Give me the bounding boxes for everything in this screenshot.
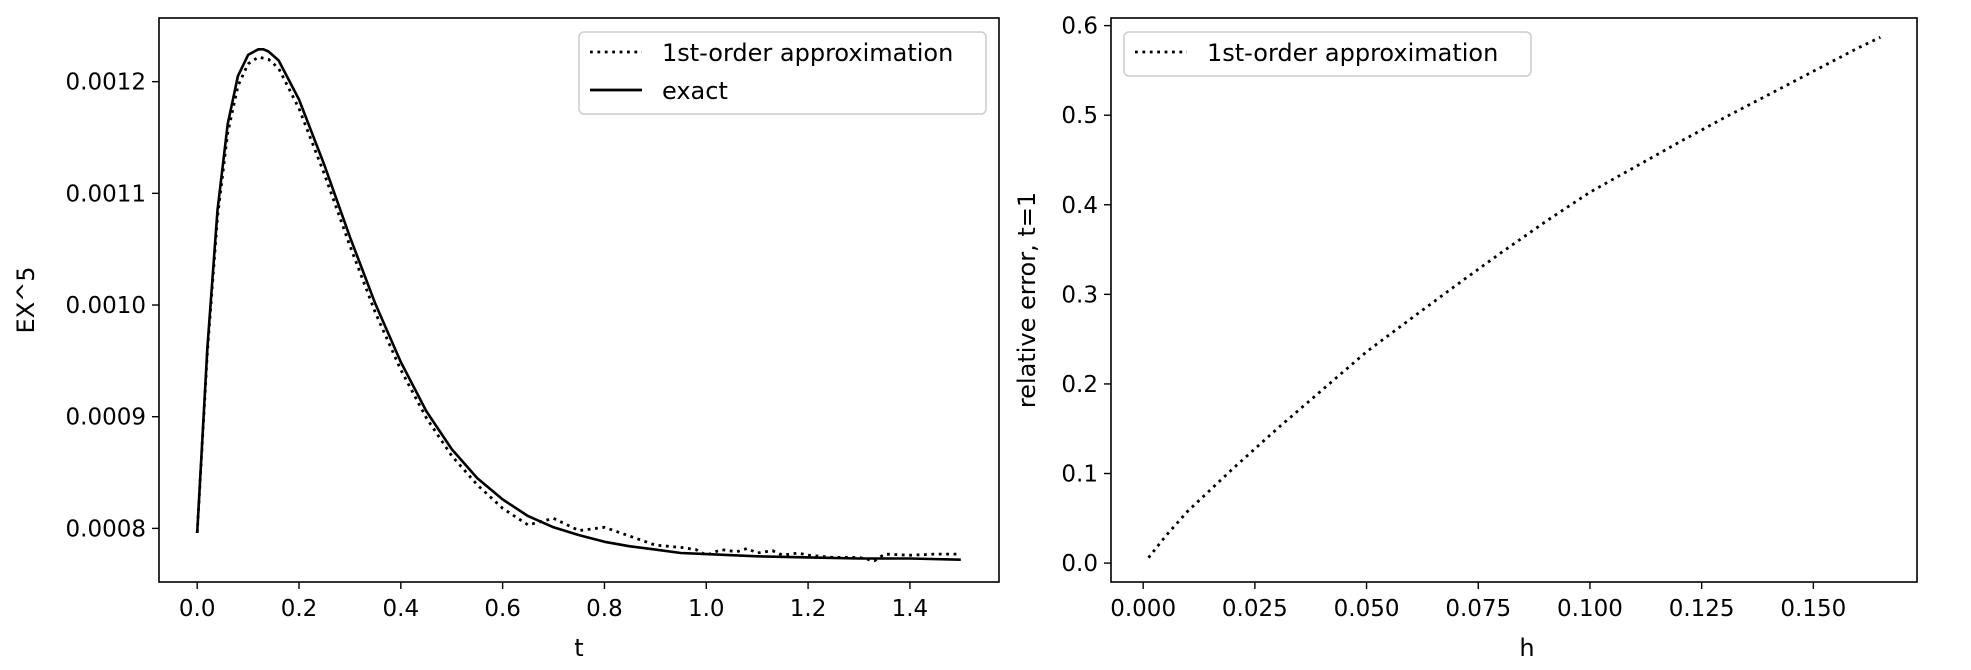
right-y-axis-label: relative error, t=1 [1013,192,1041,408]
y-tick-label: 0.2 [1061,372,1098,398]
y-tick-label: 0.3 [1061,282,1098,308]
x-tick-label: 0.2 [281,596,318,622]
left-legend: 1st-order approximation exact [578,31,987,115]
right-x-axis-label: h [1519,634,1534,662]
left-y-axis-label: EX^5 [12,267,40,334]
x-tick-label: 0.000 [1110,596,1176,622]
y-tick-label: 0.0 [1061,551,1098,577]
x-tick-label: 0.8 [586,596,623,622]
left-x-axis-label: t [574,634,583,662]
approximation-series-line [1147,36,1882,559]
y-tick-label: 0.0012 [66,70,146,96]
left-legend-label-approx: 1st-order approximation [662,39,953,67]
x-tick-label: 1.4 [892,596,929,622]
left-legend-label-exact: exact [662,77,728,105]
x-tick-label: 0.050 [1334,596,1400,622]
y-tick-label: 0.5 [1061,103,1098,129]
exact-series-line [195,48,961,561]
x-tick-label: 0.4 [383,596,420,622]
y-tick-label: 0.0011 [66,181,146,207]
right-legend-label-approx: 1st-order approximation [1207,39,1498,67]
y-tick-label: 0.4 [1061,193,1098,219]
x-tick-label: 0.150 [1780,596,1846,622]
right-axis-ticks: 0.000 0.025 0.050 0.075 0.100 0.125 0.150 0.0 0.… [1061,14,1846,622]
y-tick-label: 0.0010 [66,293,146,319]
y-tick-label: 0.0009 [66,405,146,431]
left-legend-box [578,31,987,115]
right-legend-box [1123,31,1532,77]
x-tick-label: 0.100 [1557,596,1623,622]
y-tick-label: 0.1 [1061,462,1098,488]
left-plot-frame [158,17,1000,583]
left-chart-panel: 0.0 0.2 0.4 0.6 0.8 1.0 1.2 1.4 0.0008 0.0009 0.00… [12,17,1000,662]
right-plot-frame [1110,17,1918,583]
y-tick-label: 0.0008 [66,516,146,542]
left-axis-ticks: 0.0 0.2 0.4 0.6 0.8 1.0 1.2 1.4 0.0008 0.0009 0.00… [66,70,929,622]
right-legend: 1st-order approximation [1123,31,1532,77]
x-tick-label: 0.125 [1669,596,1735,622]
x-tick-label: 0.0 [179,596,216,622]
left-plot-lines [195,48,961,563]
x-tick-label: 0.075 [1445,596,1511,622]
right-plot-lines [1147,36,1882,559]
x-tick-label: 0.6 [484,596,521,622]
x-tick-label: 1.2 [790,596,827,622]
y-tick-label: 0.6 [1061,14,1098,40]
x-tick-label: 1.0 [688,596,725,622]
x-tick-label: 0.025 [1222,596,1288,622]
right-chart-panel: 0.000 0.025 0.050 0.075 0.100 0.125 0.150 0.0 0.… [1013,14,1918,662]
